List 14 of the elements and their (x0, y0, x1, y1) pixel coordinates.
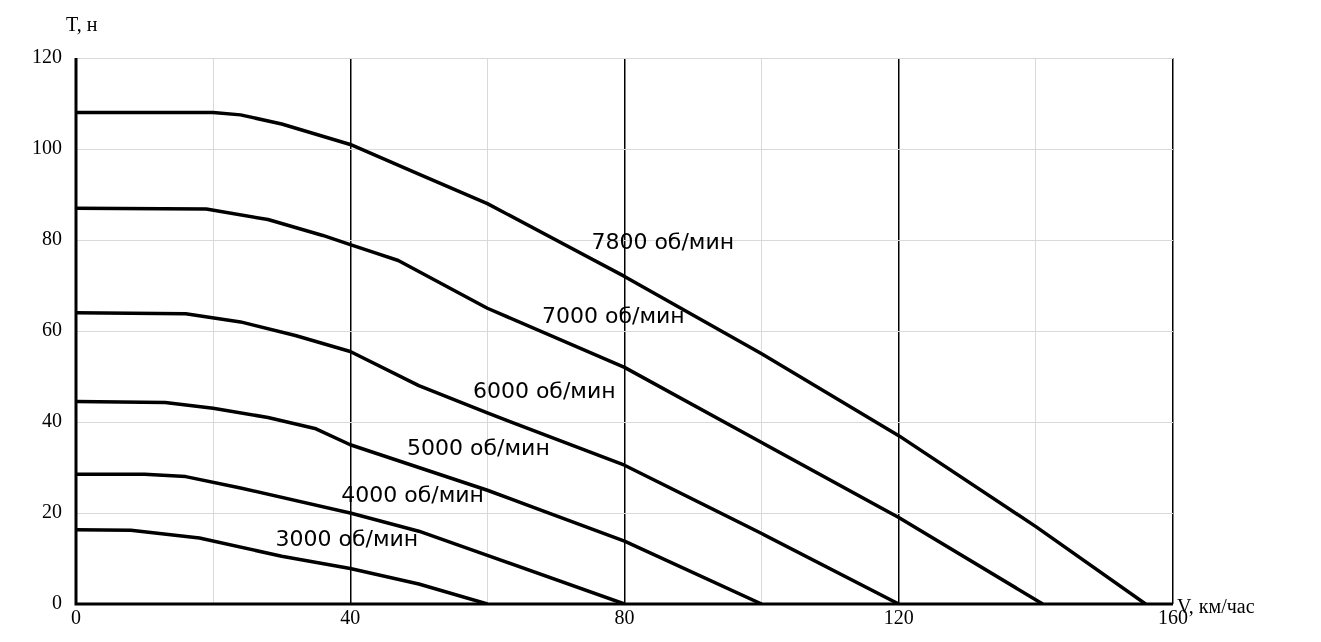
y-axis-title: T, н (66, 13, 98, 36)
y-tick-label: 120 (32, 45, 62, 68)
y-tick-label: 80 (42, 227, 62, 250)
x-tick-label: 120 (883, 606, 914, 629)
series-label: 6000 об/мин (472, 378, 616, 404)
y-tick-label: 0 (52, 591, 62, 614)
y-tick-label: 60 (42, 318, 62, 341)
x-tick-label: 40 (340, 606, 361, 629)
x-tick-label: 80 (614, 606, 635, 629)
series-label: 5000 об/мин (407, 434, 550, 460)
y-tick-label: 40 (42, 409, 62, 432)
y-tick-label: 100 (32, 136, 62, 159)
x-tick-label: 0 (71, 606, 81, 629)
y-tick-label: 20 (42, 500, 62, 523)
